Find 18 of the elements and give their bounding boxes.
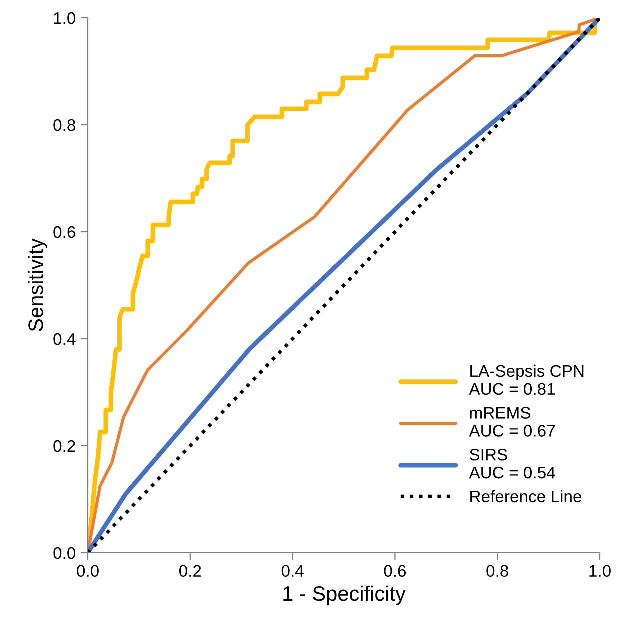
x-axis-title: 1 - Specificity	[284, 586, 406, 606]
x-tick-label: 0.8	[486, 565, 508, 578]
legend-label: SIRS AUC = 0.54	[469, 448, 556, 479]
y-tick-label: 1.0	[54, 12, 76, 24]
legend-label: mREMS AUC = 0.67	[469, 407, 556, 437]
x-tick-label: 0.0	[77, 565, 99, 578]
y-tick-label: 0.6	[54, 226, 76, 238]
legend-label: Reference Line	[470, 490, 582, 503]
y-tick-label: 0.0	[54, 547, 76, 560]
y-tick-label: 0.8	[54, 119, 76, 132]
x-tick-label: 0.4	[282, 565, 304, 578]
x-tick-label: 0.6	[384, 565, 406, 578]
y-axis-title: Sensitivity	[28, 238, 48, 332]
x-tick-label: 0.2	[179, 565, 202, 578]
legend-label: LA-Sepsis CPN AUC = 0.81	[469, 364, 584, 396]
y-tick-label: 0.4	[54, 333, 76, 346]
x-tick-label: 1.0	[590, 565, 611, 578]
y-tick-label: 0.2	[54, 440, 76, 452]
